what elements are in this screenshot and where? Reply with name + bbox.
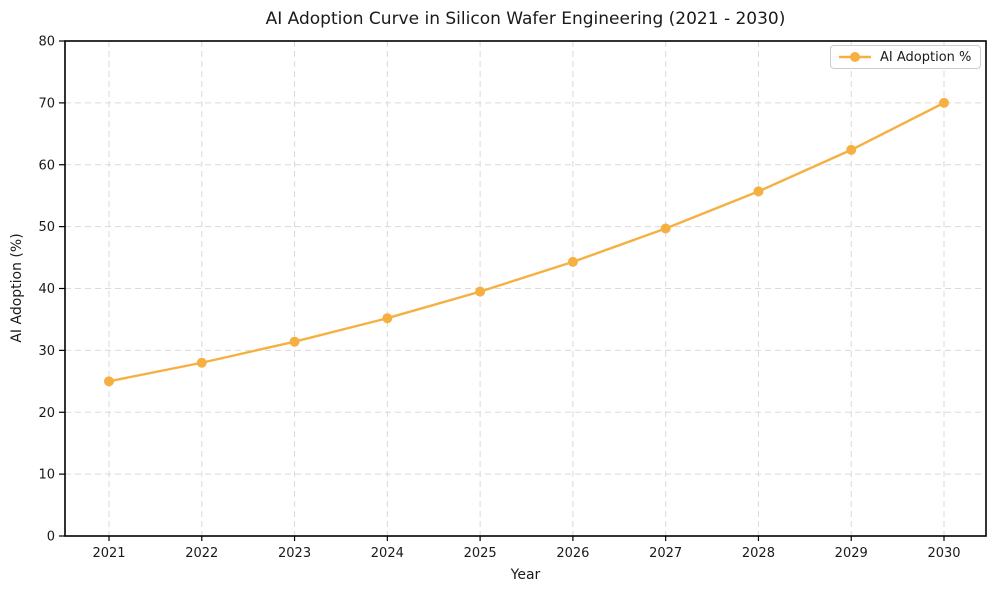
x-tick-label: 2024 [371,546,404,561]
data-point-2026 [567,256,578,267]
data-point-2027 [660,223,671,234]
x-tick-label: 2029 [835,546,868,561]
data-point-2029 [846,144,857,155]
y-tick-label: 10 [38,468,55,483]
y-tick-label: 60 [38,158,55,173]
legend-line-marker-swatch [839,52,871,62]
y-tick-label: 40 [38,282,55,297]
y-tick-label: 70 [38,96,55,111]
data-point-2024 [382,313,393,324]
legend-marker [850,52,860,62]
x-tick-label: 2027 [649,546,682,561]
y-tick-label: 80 [38,35,55,50]
legend-label: AI Adoption % [880,49,972,65]
data-point-2021 [104,376,114,387]
y-tick-label: 0 [47,530,55,545]
x-tick-label: 2028 [742,546,775,561]
x-tick-label: 2023 [278,546,311,561]
data-point-2025 [475,286,486,297]
data-point-2030 [939,97,949,108]
y-tick-label: 50 [38,220,55,235]
y-tick-label: 20 [38,406,55,421]
x-axis-label: Year [510,567,541,583]
x-tick-label: 2022 [185,546,218,561]
legend: AI Adoption % [830,45,982,69]
data-point-2022 [196,357,207,368]
data-point-2023 [289,336,300,347]
plot-frame [64,40,987,537]
adoption-line [107,101,946,383]
chart-title: AI Adoption Curve in Silicon Wafer Engin… [265,9,786,29]
x-tick-label: 2025 [464,546,497,561]
x-tick-label: 2026 [556,546,589,561]
x-tick-label: 2021 [92,546,125,561]
x-tick-label: 2030 [927,546,960,561]
data-point-2028 [753,186,764,197]
y-tick-label: 30 [38,344,55,359]
